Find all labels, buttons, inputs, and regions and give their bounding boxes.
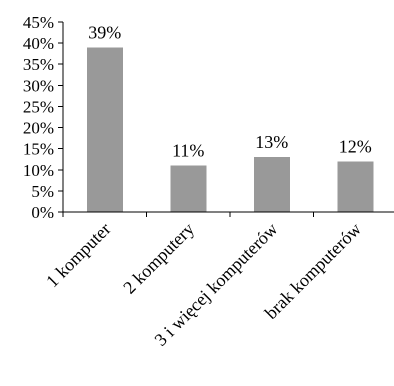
y-tick-label: 10% bbox=[23, 161, 54, 180]
data-label: 12% bbox=[339, 136, 372, 156]
y-tick-label: 25% bbox=[23, 97, 54, 116]
y-tick-label: 0% bbox=[31, 203, 54, 222]
data-label: 13% bbox=[255, 132, 288, 152]
y-axis-ticks: 0% 5% 10% 15% 20% 25% 30% 35% 40% 45% bbox=[23, 13, 63, 222]
y-tick-label: 45% bbox=[23, 13, 54, 32]
x-axis-ticks bbox=[62, 212, 314, 217]
data-labels: 39% 11% 13% 12% bbox=[88, 22, 372, 160]
y-tick-label: 35% bbox=[23, 55, 54, 74]
category-label: 2 komputery bbox=[119, 219, 198, 298]
bars bbox=[86, 47, 374, 213]
y-tick-label: 15% bbox=[23, 140, 54, 159]
y-tick-label: 40% bbox=[23, 34, 54, 53]
bar bbox=[253, 157, 290, 212]
y-tick-label: 30% bbox=[23, 76, 54, 95]
y-tick-label: 20% bbox=[23, 119, 54, 138]
y-tick-label: 5% bbox=[31, 182, 54, 201]
bar bbox=[86, 47, 123, 213]
data-label: 39% bbox=[88, 22, 121, 42]
bar bbox=[337, 161, 374, 212]
category-label: 1 komputer bbox=[42, 219, 114, 291]
bar bbox=[170, 165, 207, 212]
data-label: 11% bbox=[172, 141, 204, 161]
